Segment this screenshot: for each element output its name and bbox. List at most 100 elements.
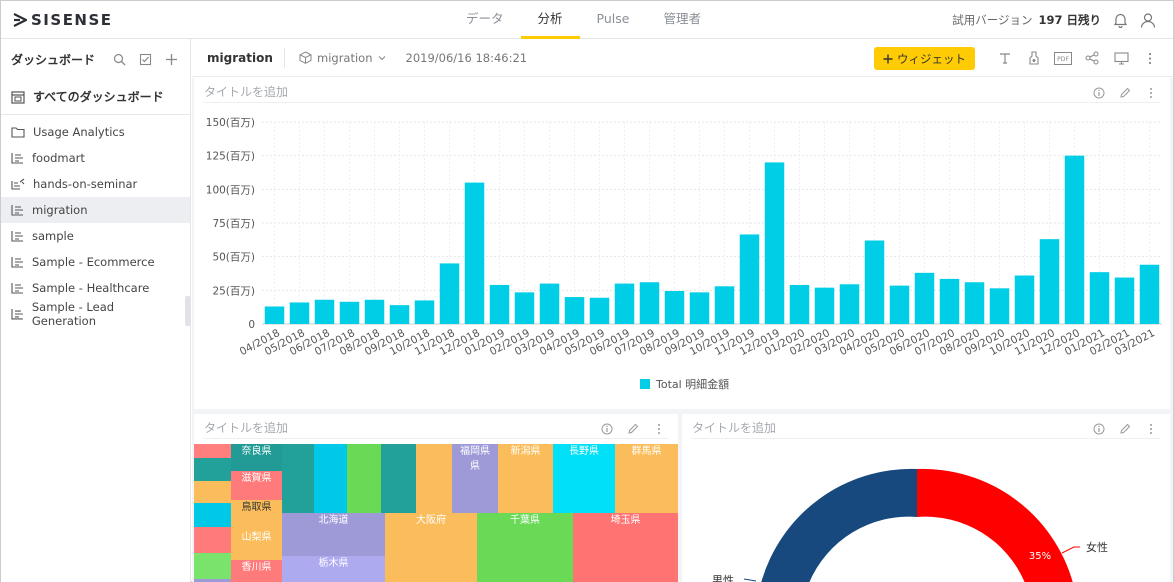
bar[interactable] (839, 284, 860, 324)
treemap-cell-nagano[interactable]: 長野県 (553, 444, 615, 513)
bar[interactable] (914, 272, 935, 324)
bar[interactable] (364, 299, 385, 324)
plus-icon[interactable] (162, 50, 180, 68)
sidebar-item-migration[interactable]: migration (1, 197, 190, 223)
bar[interactable] (664, 291, 685, 324)
pencil-icon[interactable] (1116, 420, 1134, 438)
info-icon[interactable] (1090, 84, 1108, 102)
sidebar-collapse-handle[interactable] (185, 296, 191, 326)
bar[interactable] (989, 288, 1010, 324)
dashboard-name[interactable]: migration (207, 50, 273, 65)
sidebar-item-foodmart[interactable]: foodmart (1, 145, 190, 171)
bar[interactable] (289, 302, 310, 324)
sidebar-item-sample-ecommerce[interactable]: Sample - Ecommerce (1, 249, 190, 275)
bar[interactable] (439, 263, 460, 324)
text-icon[interactable] (996, 49, 1014, 67)
datasource-picker[interactable]: migration (299, 51, 386, 65)
sidebar-item-sample[interactable]: sample (1, 223, 190, 249)
bar[interactable] (639, 282, 660, 324)
more-vertical-icon[interactable] (1142, 84, 1160, 102)
sidebar-item-sample-healthcare[interactable]: Sample - Healthcare (1, 275, 190, 301)
info-icon[interactable] (1090, 420, 1108, 438)
bar[interactable] (689, 292, 710, 324)
all-dashboards-link[interactable]: すべてのダッシュボード (1, 79, 190, 115)
monitor-icon[interactable] (1112, 49, 1130, 67)
widget-title[interactable]: タイトルを追加 (692, 421, 777, 435)
treemap-cell[interactable] (194, 503, 231, 527)
bar[interactable] (864, 240, 885, 324)
bar[interactable] (589, 297, 610, 324)
treemap-cell-nara[interactable]: 奈良県 (231, 444, 282, 471)
filter-funnel-icon[interactable] (1025, 49, 1043, 67)
treemap-cell-hokkaido[interactable]: 北海道 (282, 513, 385, 556)
sisense-logo[interactable]: SISENSE (13, 10, 113, 30)
tab-admin[interactable]: 管理者 (663, 11, 701, 26)
widget-title[interactable]: タイトルを追加 (204, 421, 289, 435)
bar[interactable] (414, 300, 435, 324)
treemap-cell[interactable] (194, 481, 231, 503)
trial-days-remaining[interactable]: 197 日残り (1038, 13, 1101, 27)
treemap-cell[interactable] (347, 444, 381, 513)
bar[interactable] (514, 292, 535, 324)
bar[interactable] (464, 182, 485, 324)
bar[interactable] (939, 278, 960, 324)
bar[interactable] (1139, 264, 1160, 324)
tab-data[interactable]: データ (466, 11, 504, 26)
bar[interactable] (1039, 239, 1060, 324)
bar[interactable] (714, 286, 735, 324)
treemap-cell[interactable] (381, 444, 416, 513)
bar[interactable] (1114, 277, 1135, 324)
treemap-cell-chiba[interactable]: 千葉県 (477, 513, 573, 582)
user-icon[interactable] (1139, 11, 1157, 29)
treemap-cell-saitama[interactable]: 埼玉県 (573, 513, 678, 582)
treemap-cell-shiga[interactable]: 滋賀県 (231, 471, 282, 500)
treemap-cell-kagawa[interactable]: 香川県 (231, 560, 282, 582)
tab-analytics[interactable]: 分析 (520, 1, 580, 39)
bar[interactable] (489, 284, 510, 324)
bar[interactable] (539, 283, 560, 324)
treemap-cell[interactable] (194, 458, 231, 481)
check-edit-icon[interactable] (136, 50, 154, 68)
bar[interactable] (1089, 272, 1110, 324)
more-vertical-icon[interactable] (1142, 420, 1160, 438)
more-vertical-icon[interactable] (650, 420, 668, 438)
treemap-cell-yamanashi[interactable]: 山梨県 (231, 530, 282, 560)
bell-icon[interactable] (1111, 11, 1129, 29)
info-icon[interactable] (598, 420, 616, 438)
sidebar-item-hands-on-seminar[interactable]: hands-on-seminar (1, 171, 190, 197)
bar[interactable] (889, 285, 910, 324)
pencil-icon[interactable] (624, 420, 642, 438)
sidebar-item-usage-analytics[interactable]: Usage Analytics (1, 119, 190, 145)
treemap-cell[interactable] (194, 527, 231, 553)
bar[interactable] (814, 287, 835, 324)
bar[interactable] (314, 299, 335, 324)
pencil-icon[interactable] (1116, 84, 1134, 102)
treemap-cell-niigata[interactable]: 新潟県 (498, 444, 553, 513)
treemap-cell-osaka[interactable]: 大阪府 (385, 513, 477, 582)
sidebar-item-sample-lead-generation[interactable]: Sample - Lead Generation (1, 300, 190, 328)
donut-slice-male[interactable] (761, 468, 917, 582)
pdf-icon[interactable]: PDF (1054, 49, 1072, 67)
tab-pulse[interactable]: Pulse (596, 11, 630, 26)
bar[interactable] (739, 234, 760, 324)
treemap-cell[interactable] (416, 444, 452, 513)
treemap-cell[interactable] (314, 444, 347, 513)
bar[interactable] (789, 284, 810, 324)
bar[interactable] (614, 283, 635, 324)
bar[interactable] (564, 297, 585, 324)
treemap-cell-gunma[interactable]: 群馬県 (615, 444, 678, 513)
bar[interactable] (1064, 155, 1085, 324)
treemap-cell[interactable] (282, 444, 314, 513)
treemap-cell[interactable] (194, 553, 231, 579)
bar[interactable] (339, 301, 360, 324)
bar[interactable] (389, 305, 410, 324)
share-icon[interactable] (1083, 49, 1101, 67)
search-icon[interactable] (110, 50, 128, 68)
treemap-cell-fukuoka[interactable]: 福岡県 県 (452, 444, 498, 513)
treemap-cell-tochigi[interactable]: 栃木県 (282, 556, 385, 582)
treemap-cell-tottori[interactable]: 鳥取県 (231, 500, 282, 530)
more-vertical-icon[interactable] (1141, 49, 1159, 67)
treemap-cell[interactable] (194, 579, 231, 582)
donut-slice-female[interactable] (917, 468, 1073, 582)
widget-title[interactable]: タイトルを追加 (204, 85, 289, 99)
